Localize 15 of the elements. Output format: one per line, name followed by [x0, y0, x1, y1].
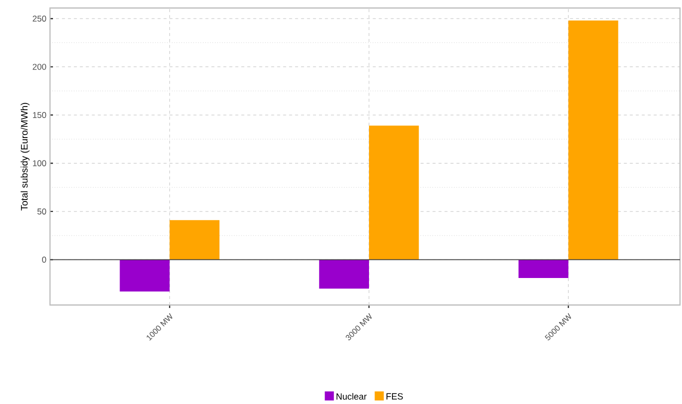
y-tick-label: 150 [32, 112, 46, 118]
legend-label: Nuclear [336, 393, 367, 400]
bar [170, 220, 220, 260]
legend-label: FES [386, 393, 403, 400]
bar [368, 126, 419, 260]
y-tick-label: 50 [37, 208, 46, 214]
y-tick-label: 0 [42, 256, 46, 263]
bar [120, 260, 170, 292]
y-axis-title: Total subsidy (Euro/MWh) [20, 102, 30, 210]
y-tick-label: 250 [32, 16, 46, 22]
bar [319, 260, 369, 289]
bar [568, 20, 618, 260]
bar [518, 260, 568, 278]
y-tick-label: 100 [32, 160, 46, 166]
y-tick-label: 200 [32, 64, 46, 70]
